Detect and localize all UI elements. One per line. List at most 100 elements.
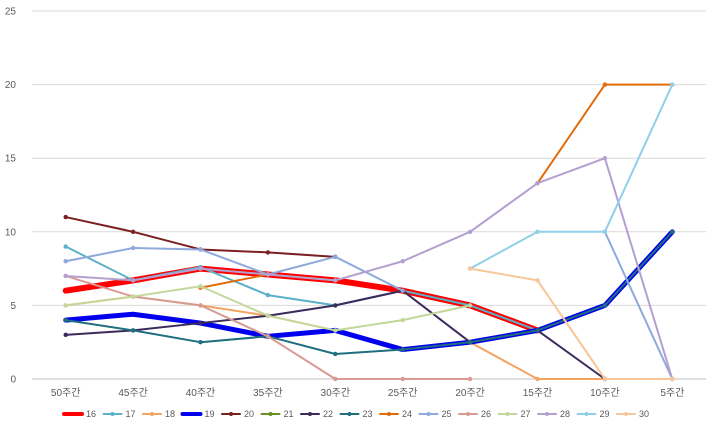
legend-marker xyxy=(150,412,154,416)
data-point xyxy=(63,332,68,338)
data-point xyxy=(400,259,405,264)
data-point xyxy=(535,376,540,382)
legend-label: 24 xyxy=(402,409,412,419)
legend-label: 26 xyxy=(481,409,491,419)
series-17 xyxy=(63,244,540,333)
legend-marker xyxy=(545,412,549,416)
legend-label: 30 xyxy=(639,409,649,419)
x-axis-ticks: 50주간 45주간 40주간 35주간 30주간 25주간 20주간 15주간 10주간 5주간 xyxy=(51,387,684,399)
series-line xyxy=(469,267,674,380)
legend-marker xyxy=(624,412,628,416)
y-tick-label: 20 xyxy=(5,80,17,91)
x-tick-label: 15주간 xyxy=(523,387,553,399)
legend-marker xyxy=(505,412,510,416)
legend-item: 30 xyxy=(616,409,649,419)
x-tick-label: 40주간 xyxy=(186,387,216,399)
legend-marker xyxy=(347,412,352,416)
legend-item: 17 xyxy=(102,409,136,419)
data-point xyxy=(535,181,540,186)
data-point xyxy=(265,250,271,255)
data-point xyxy=(400,288,405,293)
data-point xyxy=(333,303,338,308)
data-point xyxy=(130,245,136,251)
legend-marker xyxy=(466,412,470,416)
data-point xyxy=(63,259,68,264)
data-point xyxy=(602,229,608,234)
data-point xyxy=(467,340,473,345)
data-point xyxy=(400,317,405,323)
data-point xyxy=(63,244,68,249)
legend-item: 18 xyxy=(142,409,175,419)
data-point xyxy=(670,82,675,87)
data-point xyxy=(130,278,136,283)
data-point xyxy=(535,278,540,283)
legend-marker xyxy=(71,412,75,416)
series-line xyxy=(603,230,674,380)
legend-marker xyxy=(229,412,233,416)
legend-label: 22 xyxy=(323,409,333,419)
x-tick-label: 25주간 xyxy=(388,387,418,399)
y-tick-label: 25 xyxy=(5,7,17,18)
data-point xyxy=(265,272,271,277)
data-point xyxy=(63,303,68,308)
data-point xyxy=(602,82,608,87)
legend-label: 18 xyxy=(165,409,175,419)
x-tick-label: 10주간 xyxy=(590,387,620,399)
data-point xyxy=(467,376,473,382)
legend-item: 21 xyxy=(260,409,294,419)
legend-marker xyxy=(426,412,431,416)
series-lines xyxy=(62,82,675,382)
data-point xyxy=(535,328,540,333)
legend-marker xyxy=(308,412,312,416)
data-point xyxy=(63,214,68,220)
x-tick-label: 45주간 xyxy=(118,387,148,399)
series-27 xyxy=(63,284,473,333)
y-tick-label: 5 xyxy=(10,301,16,312)
data-point xyxy=(333,278,338,283)
y-tick-label: 0 xyxy=(10,375,16,386)
legend: 16 17 18 19 20 21 22 23 24 25 26 27 28 29 30 xyxy=(62,409,649,419)
legend-label: 20 xyxy=(244,409,254,419)
legend-label: 16 xyxy=(86,409,96,419)
data-point xyxy=(333,328,338,333)
series-30 xyxy=(467,266,675,382)
x-tick-label: 35주간 xyxy=(253,387,283,399)
series-line xyxy=(64,245,539,332)
data-point xyxy=(130,294,136,299)
legend-item: 24 xyxy=(379,409,412,419)
legend-item: 25 xyxy=(418,409,452,419)
data-point xyxy=(198,284,203,289)
legend-item: 20 xyxy=(221,409,254,419)
x-tick-label: 50주간 xyxy=(51,387,81,399)
series-line xyxy=(469,83,674,270)
data-point xyxy=(63,288,68,293)
data-point xyxy=(265,292,271,298)
legend-marker xyxy=(584,412,589,416)
data-point xyxy=(400,347,405,352)
legend-item: 16 xyxy=(62,409,96,419)
legend-label: 28 xyxy=(560,409,570,419)
data-point xyxy=(198,340,203,345)
legend-marker xyxy=(268,412,273,416)
legend-marker xyxy=(387,412,391,416)
data-point xyxy=(602,303,608,308)
series-24 xyxy=(198,82,675,290)
legend-marker xyxy=(189,412,194,416)
series-line xyxy=(64,157,674,380)
legend-label: 23 xyxy=(363,409,373,419)
series-line xyxy=(64,246,404,292)
data-point xyxy=(467,266,473,271)
series-29 xyxy=(467,82,675,271)
data-point xyxy=(63,273,68,279)
data-point xyxy=(265,313,271,318)
data-point xyxy=(265,334,271,339)
legend-item: 19 xyxy=(180,409,215,419)
series-28 xyxy=(63,156,675,382)
gridlines xyxy=(32,10,706,380)
data-point xyxy=(198,266,203,271)
series-20 xyxy=(63,214,338,260)
data-point xyxy=(535,229,540,234)
legend-label: 21 xyxy=(284,409,294,419)
legend-item: 22 xyxy=(300,409,333,419)
x-tick-label: 20주간 xyxy=(455,387,485,399)
